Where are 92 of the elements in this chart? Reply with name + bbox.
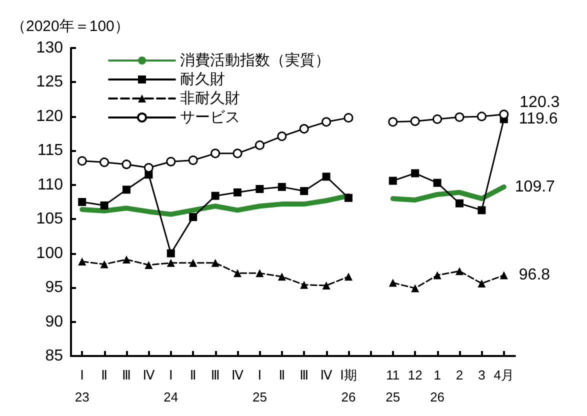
data-label: 119.6 xyxy=(518,110,558,128)
point xyxy=(78,258,86,266)
y-tick-label: 105 xyxy=(36,210,64,228)
point xyxy=(211,258,220,267)
legend-label: 消費活動指数（実質） xyxy=(180,52,330,69)
point xyxy=(432,114,442,124)
point xyxy=(300,280,308,289)
y-tick-label: 85 xyxy=(45,348,64,364)
x-tick-label: 12 xyxy=(408,368,422,382)
point xyxy=(277,132,287,142)
point xyxy=(322,172,330,181)
x-tick-label: Ⅱ xyxy=(190,368,196,382)
point xyxy=(211,192,220,200)
x-tick-label: 11 25 xyxy=(386,368,400,404)
point xyxy=(100,158,110,168)
point xyxy=(78,198,86,206)
point xyxy=(166,156,176,166)
x-tick-label: Ⅳ xyxy=(232,368,244,382)
y-tick-label: 120 xyxy=(36,108,64,125)
point xyxy=(189,258,198,267)
x-tick-label: Ⅳ xyxy=(320,368,332,382)
point xyxy=(144,260,153,269)
point xyxy=(476,112,486,122)
y-tick-label: 100 xyxy=(36,244,64,262)
legend-label: 耐久財 xyxy=(180,71,225,88)
point xyxy=(433,178,442,187)
x-tick-label: Ⅰ期 26 xyxy=(340,368,357,404)
point xyxy=(322,117,332,127)
point xyxy=(344,113,354,123)
point xyxy=(478,206,486,214)
x-tick-label: Ⅲ xyxy=(210,368,220,382)
y-tick-label: 110 xyxy=(37,176,64,194)
point xyxy=(433,271,442,280)
point xyxy=(77,156,87,166)
point xyxy=(234,188,242,196)
point xyxy=(166,249,175,258)
point xyxy=(478,279,486,288)
point xyxy=(456,199,464,208)
point xyxy=(299,124,309,134)
point xyxy=(232,148,242,158)
point xyxy=(100,201,108,210)
point xyxy=(344,272,352,281)
point xyxy=(388,117,398,127)
x-tick-label: Ⅱ xyxy=(278,368,286,382)
y-tick-label: 90 xyxy=(45,313,64,330)
x-tick-label: Ⅲ xyxy=(300,368,309,382)
point xyxy=(234,269,242,278)
x-tick-label: Ⅰ 24 xyxy=(164,368,178,404)
x-tick-label: Ⅰ 25 xyxy=(252,368,267,404)
point xyxy=(189,213,198,222)
point xyxy=(210,148,220,158)
x-tick-label: Ⅳ xyxy=(142,368,155,382)
point xyxy=(388,278,397,287)
point xyxy=(254,140,264,150)
point xyxy=(256,184,264,193)
point xyxy=(166,258,175,267)
point xyxy=(410,116,420,126)
y-tick-label: 95 xyxy=(45,279,64,296)
y-axis-title: （2020年＝100） xyxy=(11,18,130,35)
point xyxy=(499,110,509,120)
point xyxy=(322,282,330,290)
point xyxy=(388,176,397,185)
data-label: 96.8 xyxy=(518,266,550,284)
legend-label: サービス xyxy=(180,109,240,126)
point xyxy=(122,255,130,264)
x-tick-label: Ⅱ xyxy=(101,368,108,382)
data-label: 109.7 xyxy=(514,178,556,196)
point xyxy=(188,156,198,165)
y-tick-label: 115 xyxy=(37,142,64,160)
y-tick-label: 130 xyxy=(36,40,64,56)
point xyxy=(278,182,286,191)
y-tick-label: 125 xyxy=(36,74,64,91)
point xyxy=(122,186,130,194)
point xyxy=(454,112,464,122)
point xyxy=(100,260,108,268)
legend-label: 非耐久財 xyxy=(180,90,240,107)
data-label: 120.3 xyxy=(520,94,560,111)
point xyxy=(122,160,132,170)
point xyxy=(300,187,308,196)
point xyxy=(411,284,420,292)
point xyxy=(278,272,286,281)
x-tick-label: Ⅰ 23 xyxy=(74,368,90,404)
x-tick-label: 4月 xyxy=(494,368,514,382)
point xyxy=(500,271,508,280)
x-tick-label: 2 xyxy=(456,368,464,382)
point xyxy=(256,269,264,278)
point xyxy=(411,169,420,178)
x-tick-label: 1 26 xyxy=(430,368,445,404)
x-tick-label: Ⅲ xyxy=(122,368,131,382)
point xyxy=(456,267,464,276)
point xyxy=(344,194,352,202)
x-tick-label: 3 xyxy=(478,368,486,382)
